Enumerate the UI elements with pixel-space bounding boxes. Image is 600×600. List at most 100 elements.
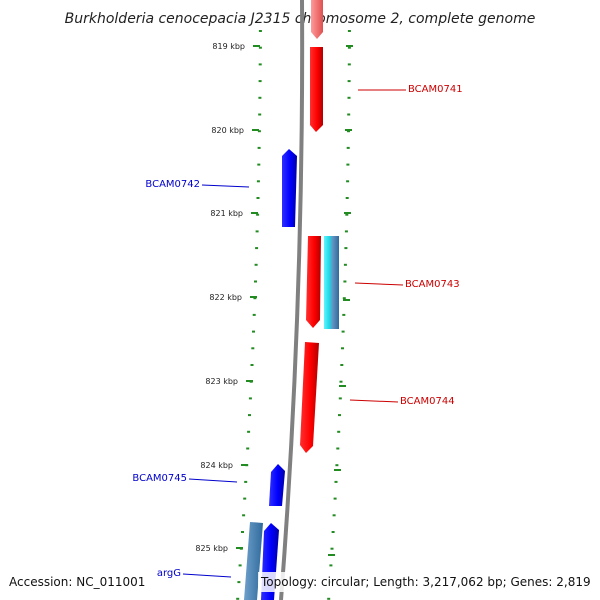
minor-tick-inner	[338, 414, 341, 417]
minor-tick-outer	[242, 514, 246, 517]
gene-arrow-bcam0744[interactable]	[300, 342, 319, 453]
minor-tick-inner	[343, 280, 347, 283]
tick-825: 825 kbp	[195, 544, 243, 553]
tick-819: 819 kbp	[212, 42, 260, 51]
gene-arrow-bcam0743[interactable]	[306, 236, 321, 328]
label-leader	[182, 573, 232, 578]
tick-823: 823 kbp	[205, 377, 253, 386]
label-leader	[354, 282, 404, 286]
minor-tick-inner	[347, 46, 351, 49]
minor-tick-outer	[258, 96, 262, 99]
gene-label-bcam0742[interactable]: BCAM0742	[145, 179, 200, 190]
minor-tick-inner	[341, 330, 345, 333]
minor-tick-outer	[237, 581, 241, 584]
tick-821: 821 kbp	[210, 209, 258, 218]
gene-arrow-partial-top[interactable]	[311, 0, 323, 39]
minor-tick-outer	[236, 597, 240, 600]
minor-tick-inner	[346, 146, 350, 149]
minor-tick-inner	[347, 130, 350, 133]
inner-major-ticks	[328, 45, 353, 556]
topology-text: Topology: circular; Length: 3,217,062 bp…	[260, 575, 591, 589]
minor-tick-outer	[252, 330, 255, 333]
tick-label: 821 kbp	[210, 209, 243, 218]
outer-tick-track	[236, 30, 262, 600]
minor-tick-outer	[248, 397, 252, 400]
tick-820: 820 kbp	[211, 126, 259, 135]
minor-tick-outer	[255, 230, 259, 233]
minor-tick-inner	[347, 96, 351, 99]
minor-tick-outer	[243, 497, 247, 500]
minor-tick-outer	[238, 564, 242, 567]
minor-tick-inner	[343, 263, 347, 266]
minor-tick-inner	[342, 313, 346, 316]
tick-label: 823 kbp	[205, 377, 238, 386]
rna-feature-steel[interactable]	[331, 236, 339, 329]
tick-label: 825 kbp	[195, 544, 228, 553]
minor-tick-outer	[246, 447, 250, 450]
minor-tick-inner	[347, 80, 351, 83]
minor-tick-inner	[337, 430, 341, 433]
minor-tick-inner	[331, 531, 335, 533]
minor-tick-inner	[342, 297, 346, 300]
minor-tick-inner	[329, 564, 333, 567]
minor-tick-outer	[251, 347, 255, 350]
genome-backbone	[279, 0, 305, 600]
minor-tick-inner	[344, 247, 348, 250]
gene-arrow-bcam0741[interactable]	[310, 47, 323, 132]
tick-label: 822 kbp	[209, 293, 242, 302]
minor-tick-inner	[347, 63, 351, 66]
minor-tick-inner	[345, 197, 349, 199]
minor-tick-outer	[253, 297, 257, 300]
gene-label-argg[interactable]: argG	[157, 568, 181, 579]
gene-label-bcam0741[interactable]: BCAM0741	[408, 84, 463, 95]
minor-tick-inner	[334, 480, 338, 483]
minor-tick-outer	[254, 263, 258, 266]
minor-tick-outer	[257, 130, 261, 133]
minor-tick-outer	[258, 63, 262, 66]
minor-tick-inner	[332, 514, 336, 517]
minor-tick-outer	[258, 113, 262, 116]
minor-tick-outer	[258, 46, 262, 49]
minor-tick-outer	[256, 213, 260, 216]
minor-tick-outer	[254, 280, 257, 283]
minor-tick-outer	[257, 146, 261, 149]
minor-tick-inner	[333, 497, 337, 500]
minor-tick-inner	[346, 180, 350, 183]
map-title: Burkholderia cenocepacia J2315 chromosom…	[65, 11, 536, 27]
minor-tick-outer	[252, 313, 256, 316]
minor-tick-outer	[247, 430, 251, 433]
tick-824: 824 kbp	[200, 461, 248, 470]
minor-tick-inner	[327, 597, 331, 600]
footer-topology-bg	[258, 572, 600, 592]
gene-label-bcam0744[interactable]: BCAM0744	[400, 396, 455, 407]
minor-tick-outer	[241, 531, 244, 533]
minor-tick-inner	[347, 30, 351, 32]
tick-label: 819 kbp	[212, 42, 245, 51]
minor-tick-inner	[344, 230, 348, 233]
minor-tick-inner	[347, 113, 351, 116]
minor-tick-outer	[256, 180, 260, 183]
minor-tick-inner	[335, 464, 339, 467]
minor-tick-inner	[330, 547, 334, 550]
gene-label-bcam0745[interactable]: BCAM0745	[132, 473, 187, 484]
minor-tick-outer	[258, 30, 262, 32]
gene-arrow-bcam0745[interactable]	[269, 464, 285, 506]
tick-label: 824 kbp	[200, 461, 233, 470]
tick-label: 820 kbp	[211, 126, 244, 135]
label-leader	[188, 478, 238, 483]
minor-tick-inner	[341, 347, 344, 350]
minor-tick-inner	[339, 380, 343, 383]
gene-label-bcam0743[interactable]: BCAM0743	[405, 279, 460, 290]
minor-tick-inner	[346, 163, 350, 166]
minor-tick-inner	[340, 364, 344, 366]
minor-tick-outer	[250, 364, 254, 366]
rna-feature-cyan[interactable]	[324, 236, 332, 329]
minor-tick-outer	[258, 80, 262, 83]
kbp-ticks: 819 kbp 820 kbp 821 kbp 822 kbp 823 kbp …	[195, 42, 260, 553]
gene-arrow-bcam0742[interactable]	[282, 149, 297, 227]
minor-tick-outer	[248, 414, 251, 417]
minor-tick-outer	[244, 480, 248, 483]
minor-tick-inner	[338, 397, 342, 400]
minor-tick-inner	[345, 213, 349, 216]
